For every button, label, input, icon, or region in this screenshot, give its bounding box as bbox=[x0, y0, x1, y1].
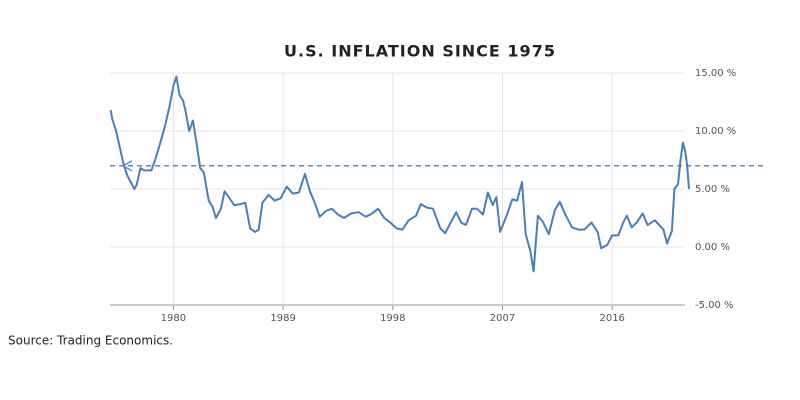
y-tick-label: 5.00 % bbox=[695, 184, 730, 195]
source-note: Source: Trading Economics. bbox=[8, 334, 173, 348]
x-tick-label: 2016 bbox=[599, 313, 624, 324]
y-tick-label: 0.00 % bbox=[695, 242, 730, 253]
x-tick-label: 1989 bbox=[270, 313, 295, 324]
y-tick-label: -5.00 % bbox=[695, 300, 734, 311]
x-tick-label: 1998 bbox=[380, 313, 405, 324]
chart-title: U.S. INFLATION SINCE 1975 bbox=[284, 42, 556, 61]
data-line bbox=[109, 75, 690, 273]
y-tick-label: 15.00 % bbox=[695, 68, 736, 79]
y-tick-label: 10.00 % bbox=[695, 126, 736, 137]
reference-arrow bbox=[121, 160, 133, 172]
x-tick-label: 1980 bbox=[161, 313, 186, 324]
x-tick-label: 2007 bbox=[490, 313, 515, 324]
